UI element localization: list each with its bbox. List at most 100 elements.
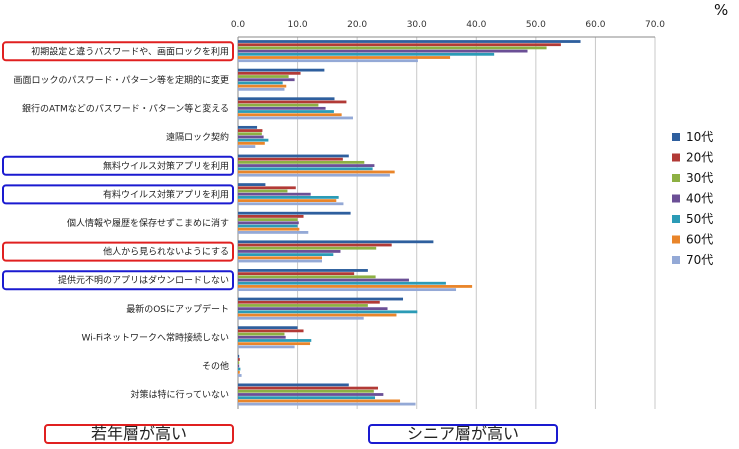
bar xyxy=(238,269,368,272)
category-label: 無料ウイルス対策アプリを利用 xyxy=(103,160,229,172)
x-tick-label: 50.0 xyxy=(526,20,546,30)
bar xyxy=(238,250,341,253)
bar xyxy=(238,81,283,85)
bar xyxy=(238,393,384,396)
bar xyxy=(238,304,368,307)
category-label: 遠隔ロック契約 xyxy=(166,131,229,143)
category-labels: 初期設定と違うパスワードや、画面ロックを利用画面ロックのパスワード・パターン等を… xyxy=(13,45,229,400)
bar xyxy=(238,160,365,164)
unit-label: % xyxy=(714,1,728,19)
category-label: その他 xyxy=(202,360,229,372)
bar xyxy=(238,46,547,50)
bar xyxy=(238,307,388,311)
legend-swatch xyxy=(672,256,680,264)
legend-swatch xyxy=(672,235,680,244)
bar xyxy=(238,253,334,257)
legend-label: 30代 xyxy=(686,171,713,185)
x-tick-label: 60.0 xyxy=(585,20,605,30)
legend-label: 60代 xyxy=(686,233,713,247)
bar xyxy=(238,243,392,247)
bar xyxy=(238,125,258,129)
legend-swatch xyxy=(672,215,680,223)
category-label: 有料ウイルス対策アプリを利用 xyxy=(103,188,229,200)
bar xyxy=(238,383,349,387)
x-tick-label: 40.0 xyxy=(466,20,486,30)
gridlines xyxy=(237,36,656,409)
category-label: 最新のOSにアップデート xyxy=(126,303,229,315)
bar xyxy=(238,103,319,107)
category-label: 提供元不明のアプリはダウンロードしない xyxy=(58,274,229,286)
bar xyxy=(238,231,309,234)
bar xyxy=(238,129,263,132)
bar xyxy=(238,189,288,193)
bar xyxy=(238,43,561,47)
bar xyxy=(238,316,364,320)
bar xyxy=(238,113,342,117)
bar xyxy=(238,195,339,199)
bar xyxy=(238,297,404,301)
bar xyxy=(238,56,451,59)
bar xyxy=(238,288,457,292)
bar xyxy=(238,218,298,221)
bar xyxy=(238,59,418,63)
x-tick-label: 30.0 xyxy=(407,20,427,30)
bar xyxy=(238,342,311,346)
bars xyxy=(238,40,581,406)
bar xyxy=(238,192,311,196)
bar xyxy=(238,227,300,231)
bar xyxy=(238,367,241,371)
bar xyxy=(238,110,334,113)
x-axis-ticks: 0.0 10.0 20.0 30.0 40.0 50.0 60.0 70.0 xyxy=(231,20,665,30)
bar xyxy=(238,361,240,365)
bar xyxy=(238,358,240,361)
highlight-young xyxy=(2,41,234,62)
bar xyxy=(238,215,304,218)
bar xyxy=(238,71,301,75)
highlight-senior xyxy=(2,155,234,176)
bar xyxy=(238,396,376,400)
bar xyxy=(238,68,325,72)
bar xyxy=(238,364,240,368)
bar xyxy=(238,84,287,88)
bar xyxy=(238,332,285,336)
bar xyxy=(238,100,347,104)
highlight-senior xyxy=(2,270,234,291)
bar xyxy=(238,170,395,174)
bar xyxy=(238,285,473,288)
bar xyxy=(238,167,373,171)
bar xyxy=(238,141,265,145)
bar xyxy=(238,135,264,139)
legend-swatch xyxy=(672,133,680,141)
bar xyxy=(238,106,326,110)
bar xyxy=(238,300,380,304)
caption-young-high: 若年層が高い xyxy=(44,424,234,444)
bar xyxy=(238,186,296,190)
bar xyxy=(238,132,262,136)
bar xyxy=(238,370,240,374)
category-label: 対策は特に行っていない xyxy=(130,389,229,401)
bar xyxy=(238,281,446,285)
legend-label: 20代 xyxy=(686,151,713,165)
category-label: 画面ロックのパスワード・パターン等を定期的に変更 xyxy=(13,74,229,86)
bar xyxy=(238,326,298,330)
legend-swatch xyxy=(672,153,680,162)
bar xyxy=(238,183,266,186)
bar xyxy=(238,154,349,158)
bar xyxy=(238,339,312,342)
legend-swatch xyxy=(672,174,680,182)
x-tick-label: 0.0 xyxy=(231,20,246,30)
bar xyxy=(238,259,322,263)
bar xyxy=(238,164,375,167)
category-label: 初期設定と違うパスワードや、画面ロックを利用 xyxy=(31,45,229,57)
bar xyxy=(238,138,269,142)
legend-label: 50代 xyxy=(686,212,713,226)
bar xyxy=(238,145,256,148)
bar xyxy=(238,224,298,228)
bar xyxy=(238,278,409,282)
bar xyxy=(238,173,390,177)
bar xyxy=(238,240,434,244)
bar xyxy=(238,97,335,101)
bar xyxy=(238,49,528,53)
bar xyxy=(238,354,240,358)
x-tick-label: 70.0 xyxy=(645,20,665,30)
